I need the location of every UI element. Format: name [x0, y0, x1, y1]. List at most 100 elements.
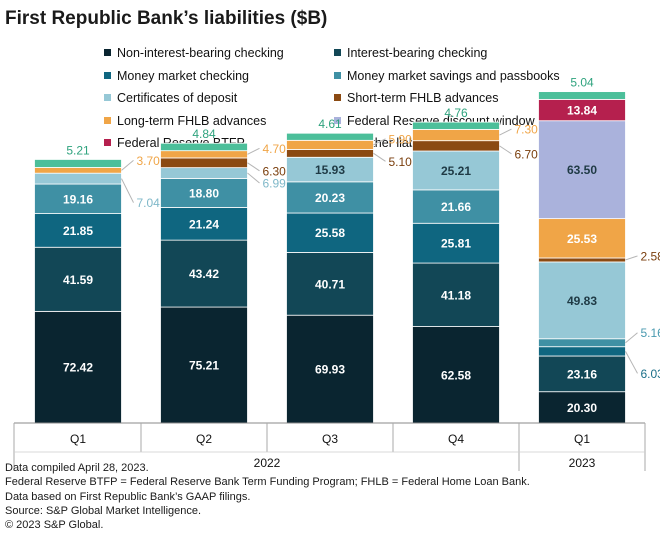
bar-segment-interest-bearing-checking	[286, 252, 374, 316]
data-label: 2.58	[641, 249, 660, 263]
data-label: 20.23	[315, 191, 345, 205]
label-leader	[499, 145, 512, 155]
data-label: 15.93	[315, 163, 345, 177]
data-label: 18.80	[189, 186, 219, 200]
x-group-label: 2023	[569, 456, 596, 470]
bar-segment-certificates-of-deposit	[538, 261, 626, 340]
bar-segment-all-other-liabilities	[286, 132, 374, 141]
legend-item-non-interest-bearing-checking: Non-interest-bearing checking	[104, 46, 284, 60]
bar-segment-long-term-fhlb-advances	[286, 139, 374, 150]
data-label: 25.53	[567, 232, 597, 246]
bar-segment-long-term-fhlb-advances	[538, 218, 626, 259]
data-label: 41.18	[441, 288, 471, 302]
bar-segment-short-term-fhlb-advances	[286, 149, 374, 158]
data-label: 40.71	[315, 277, 345, 291]
label-leader	[373, 152, 386, 162]
legend-item-certificates-of-deposit: Certificates of deposit	[104, 91, 237, 105]
bar-segment-all-other-liabilities	[538, 91, 626, 100]
legend-swatch	[334, 116, 341, 124]
data-label: 75.21	[189, 359, 219, 373]
label-leader	[499, 128, 512, 136]
data-label: 5.16	[641, 326, 660, 340]
legend-swatch	[104, 139, 111, 146]
data-label: 21.24	[189, 217, 219, 231]
bar-segment-certificates-of-deposit	[412, 150, 500, 191]
label-leader	[247, 172, 260, 184]
data-label: 5.04	[570, 76, 594, 90]
data-label: 41.59	[63, 273, 93, 287]
label-leader	[247, 162, 260, 172]
data-label: 6.70	[515, 147, 539, 161]
bar-segment-long-term-fhlb-advances	[34, 167, 122, 174]
legend-swatch	[104, 71, 111, 79]
bar-segment-certificates-of-deposit	[160, 167, 248, 179]
data-label: 72.42	[63, 361, 93, 375]
bar-segment-short-term-fhlb-advances	[538, 257, 626, 263]
data-label: 25.81	[441, 237, 471, 251]
legend-item-interest-bearing-checking: Interest-bearing checking	[334, 46, 487, 60]
label-leader	[373, 138, 386, 146]
data-label: 4.61	[318, 117, 342, 131]
legend-item-short-term-fhlb-advances: Short-term FHLB advances	[334, 91, 498, 105]
bar-segment-money-market-savings-and-passbooks	[34, 183, 122, 214]
bar-segment-money-market-checking	[286, 212, 374, 253]
data-label: 5.21	[66, 143, 90, 157]
bar-segment-interest-bearing-checking	[160, 239, 248, 308]
data-label: 43.42	[189, 267, 219, 281]
bar-segment-money-market-savings-and-passbooks	[160, 178, 248, 208]
data-label: 19.16	[63, 192, 93, 206]
bar-segment-money-market-checking	[538, 346, 626, 357]
data-label: 5.90	[389, 132, 413, 146]
data-label: 7.04	[137, 196, 161, 210]
data-label: 21.66	[441, 200, 471, 214]
legend-swatch	[104, 116, 111, 124]
data-label: 69.93	[315, 363, 345, 377]
legend-swatch	[104, 49, 111, 56]
legend-label: Long-term FHLB advances	[117, 113, 267, 128]
label-leader	[121, 159, 134, 171]
footnote-copyright: © 2023 S&P Global.	[5, 519, 104, 532]
x-tick-label: Q1	[70, 432, 86, 446]
legend-swatch	[334, 49, 341, 56]
bar-segment-short-term-fhlb-advances	[160, 157, 248, 169]
data-label: 63.50	[567, 163, 597, 177]
bar-segment-non-interest-bearing-checking	[160, 306, 248, 424]
data-label: 62.58	[441, 368, 471, 382]
bar-segment-long-term-fhlb-advances	[412, 129, 500, 142]
data-label: 4.70	[263, 142, 287, 156]
bar-segment-money-market-savings-and-passbooks	[538, 338, 626, 348]
bar-segment-money-market-savings-and-passbooks	[286, 181, 374, 214]
legend-label: Certificates of deposit	[117, 91, 238, 105]
data-label: 4.76	[444, 106, 468, 120]
bar-segment-federal-reserve-discount-window	[538, 120, 626, 220]
label-leader	[625, 255, 638, 261]
bar-segment-interest-bearing-checking	[34, 246, 122, 312]
data-label: 6.03	[641, 367, 660, 381]
data-label: 49.83	[567, 294, 597, 308]
legend-label: Money market checking	[117, 68, 250, 83]
data-label: 6.99	[263, 177, 287, 191]
legend-swatch	[334, 94, 341, 101]
x-tick-label: Q1	[574, 432, 590, 446]
data-label: 25.21	[441, 164, 471, 178]
data-label: 25.58	[315, 226, 345, 240]
bar-segment-non-interest-bearing-checking	[34, 310, 122, 424]
legend-item-money-market-savings-and-passbooks: Money market savings and passbooks	[334, 69, 560, 83]
x-tick-label: Q2	[196, 432, 212, 446]
bar-segment-money-market-checking	[34, 213, 122, 248]
bar-segment-money-market-checking	[160, 206, 248, 241]
x-tick-label: Q3	[322, 432, 338, 446]
footnote-basis: Data based on First Republic Bank’s GAAP…	[5, 490, 251, 503]
legend-swatch	[334, 71, 341, 79]
data-label: 13.84	[567, 104, 597, 118]
bar-segment-interest-bearing-checking	[538, 355, 626, 393]
legend-label: Non-interest-bearing checking	[117, 46, 284, 60]
legend-swatch	[104, 94, 111, 101]
chart-title: First Republic Bank’s liabilities ($B)	[5, 8, 328, 29]
data-label: 3.70	[137, 154, 161, 168]
label-leader	[247, 147, 260, 155]
legend-label: Money market savings and passbooks	[347, 68, 560, 83]
x-tick-label: Q4	[448, 432, 464, 446]
bar-segment-certificates-of-deposit	[34, 172, 122, 185]
data-label: 6.30	[263, 164, 287, 178]
